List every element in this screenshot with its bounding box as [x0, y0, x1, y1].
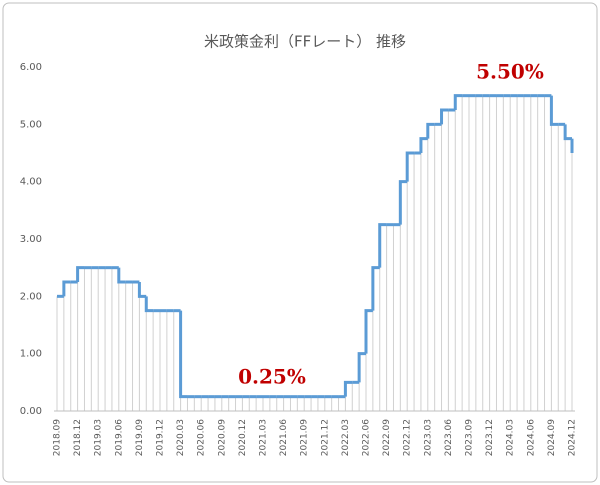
x-tick-label: 2019.06	[114, 419, 124, 456]
y-tick-label: 0.00	[20, 406, 42, 417]
step-segment	[398, 180, 408, 225]
x-tick-label: 2024.06	[526, 419, 536, 456]
annotation: 0.25%	[238, 365, 306, 389]
step-segment	[378, 223, 387, 268]
step-segment	[179, 310, 188, 399]
step-segment	[62, 280, 71, 297]
x-tick-label: 2021.12	[320, 419, 330, 456]
y-tick-label: 6.00	[20, 62, 42, 73]
chart-title: 米政策金利（FFレート） 推移	[204, 33, 406, 51]
x-tick-label: 2023.09	[465, 419, 475, 456]
step-segment	[343, 380, 353, 397]
x-tick-label: 2021.06	[279, 419, 289, 456]
x-tick-label: 2022.03	[341, 419, 351, 456]
x-tick-label: 2022.06	[362, 419, 372, 456]
x-tick-label: 2020.06	[197, 419, 207, 456]
x-tick-label: 2022.09	[382, 419, 392, 456]
x-tick-label: 2024.03	[506, 419, 516, 456]
step-segment	[549, 95, 559, 126]
step-segment	[144, 296, 154, 313]
x-tick-label: 2021.09	[300, 419, 310, 456]
y-tick-label: 4.00	[20, 177, 42, 188]
x-tick-label: 2019.09	[135, 419, 145, 456]
x-tick-label: 2024.12	[568, 419, 578, 456]
y-tick-label: 3.00	[20, 234, 42, 245]
step-segment	[357, 352, 366, 383]
x-tick-label: 2020.03	[176, 419, 186, 456]
x-tick-label: 2018.09	[53, 419, 63, 456]
x-tick-label: 2023.03	[423, 419, 433, 456]
x-tick-label: 2021.03	[259, 419, 269, 456]
x-tick-label: 2019.12	[156, 419, 166, 456]
step-segment	[419, 137, 428, 153]
step-segment	[405, 151, 415, 182]
step-segment	[440, 108, 449, 125]
step-segment	[117, 267, 126, 284]
step-segment	[76, 266, 85, 282]
y-tick-label: 1.00	[20, 349, 42, 360]
step-segment	[364, 309, 373, 354]
x-tick-label: 2024.09	[547, 419, 557, 456]
x-tick-label: 2019.03	[94, 419, 104, 456]
x-tick-label: 2018.12	[73, 419, 83, 456]
step-segment	[453, 94, 463, 110]
y-tick-label: 2.00	[20, 291, 42, 302]
step-segment	[371, 266, 380, 311]
x-tick-label: 2022.12	[403, 419, 413, 456]
x-tick-label: 2020.09	[217, 419, 227, 456]
x-tick-label: 2023.06	[444, 419, 454, 456]
annotation: 5.50%	[476, 60, 544, 84]
x-tick-label: 2020.12	[238, 419, 248, 456]
y-tick-label: 5.00	[20, 119, 42, 130]
step-segment	[137, 282, 147, 298]
step-segment	[426, 122, 435, 139]
step-segment	[563, 124, 572, 141]
x-tick-label: 2023.12	[485, 419, 495, 456]
